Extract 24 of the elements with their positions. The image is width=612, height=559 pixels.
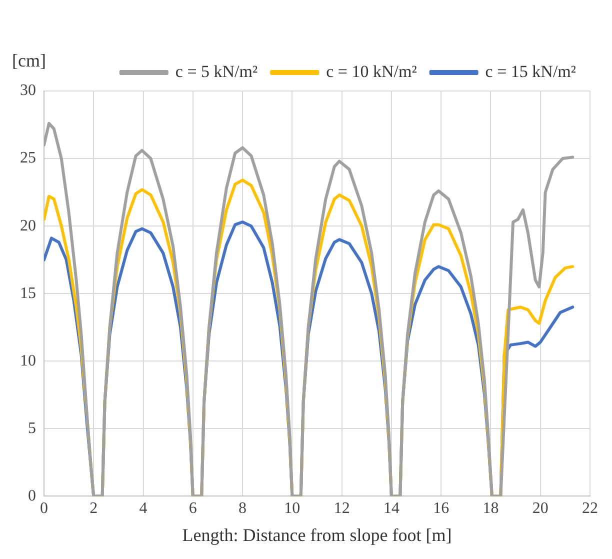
y-tick-label: 20: [20, 217, 36, 234]
legend-label: c = 10 kN/m²: [326, 62, 417, 81]
y-tick-label: 30: [20, 82, 36, 100]
y-tick-label: 15: [20, 284, 36, 302]
x-tick-label: 8: [238, 500, 247, 518]
y-tick-label: 5: [28, 420, 36, 437]
x-tick-label: 14: [383, 500, 400, 518]
y-tick-label: 10: [20, 352, 36, 370]
y-tick-label: 0: [28, 487, 36, 504]
legend-label: c = 15 kN/m²: [485, 62, 576, 81]
x-tick-label: 18: [482, 500, 499, 518]
y-tick-label: 25: [20, 150, 36, 167]
x-tick-label: 2: [90, 500, 98, 518]
x-tick-label: 12: [334, 500, 350, 518]
x-tick-label: 22: [582, 500, 598, 518]
x-axis-title: Length: Distance from slope foot [m]: [182, 524, 452, 545]
x-tick-label: 16: [433, 500, 450, 518]
x-tick-label: 6: [188, 500, 197, 518]
legend-label: c = 5 kN/m²: [175, 62, 258, 81]
y-axis-title: [cm]: [12, 50, 46, 71]
x-tick-label: 20: [532, 500, 548, 518]
x-tick-label: 0: [40, 500, 48, 518]
x-tick-label: 10: [284, 500, 300, 518]
x-tick-label: 4: [139, 500, 148, 518]
